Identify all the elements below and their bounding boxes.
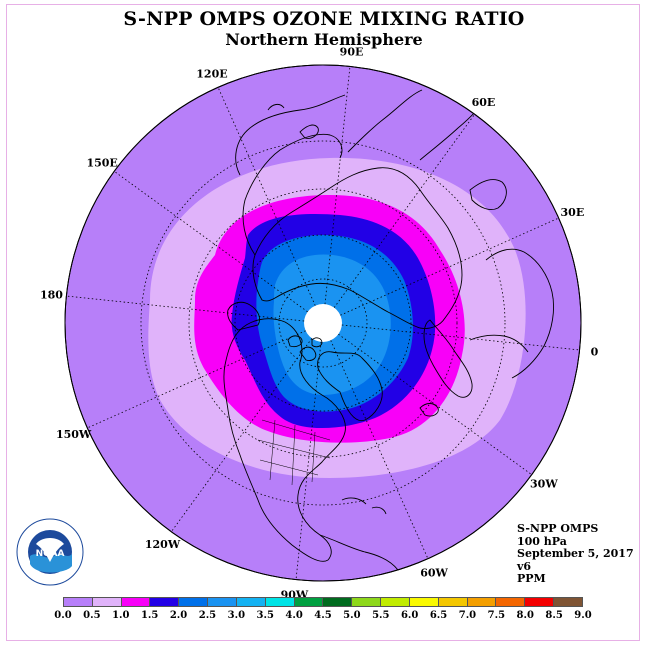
coast-asia-east — [235, 94, 346, 176]
coastlines — [223, 89, 555, 581]
longitude-label: 120E — [196, 68, 227, 81]
coast-greenland — [317, 351, 383, 422]
longitude-label: 150W — [56, 428, 92, 441]
coast-japan — [299, 124, 319, 139]
colorbar-tick-label: 5.5 — [372, 610, 390, 621]
colorbar-tick-label: 9.0 — [574, 610, 592, 621]
longitude-label: 60W — [420, 566, 448, 579]
info-date: September 5, 2017 — [517, 547, 634, 560]
info-version: v6 — [517, 559, 532, 573]
colorbar-swatch — [381, 598, 410, 606]
colorbar-tick-label: 8.5 — [545, 610, 563, 621]
colorbar-tick-label: 2.5 — [198, 610, 217, 621]
coast-iceland — [419, 403, 439, 417]
longitude-label: 60E — [472, 96, 496, 109]
coast-caribbean — [341, 497, 387, 515]
longitude-label: 30W — [530, 477, 558, 490]
longitude-label: 180 — [40, 288, 63, 301]
coast-central-america — [319, 534, 399, 571]
info-units: PPM — [517, 572, 546, 585]
longitude-label: 0 — [591, 346, 599, 359]
noaa-logo: NOAA — [16, 518, 84, 586]
colorbar-tick-label: 1.0 — [112, 610, 130, 621]
map-title: S-NPP OMPS OZONE MIXING RATIO — [123, 8, 525, 30]
colorbar-tick-label: 4.0 — [285, 610, 303, 621]
coast-mediterranean — [469, 334, 529, 353]
map-info: S-NPP OMPS 100 hPa September 5, 2017 v6 … — [517, 522, 634, 586]
colorbar-swatch — [265, 598, 295, 606]
coast-africa — [485, 248, 555, 379]
colorbar-tick-label: 4.5 — [314, 610, 332, 621]
colorbar-swatch — [294, 598, 324, 606]
colorbar-swatch — [150, 598, 180, 606]
colorbar-tick-label: 0.5 — [83, 610, 101, 621]
colorbar-swatch — [323, 598, 353, 606]
colorbar-swatch — [179, 598, 209, 606]
colorbar-swatch — [438, 598, 468, 606]
colorbar-swatch — [409, 598, 439, 606]
colorbar-swatch — [92, 598, 122, 606]
colorbar-swatch — [525, 598, 555, 606]
longitude-label: 150E — [86, 157, 117, 170]
colorbar-ticks: 0.0 0.5 1.0 1.5 2.0 2.5 3.0 3.5 4.0 4.5 5.0 5.5 6.0 6… — [54, 610, 591, 624]
coast-europe — [423, 319, 473, 398]
colorbar-tick-label: 1.5 — [140, 610, 159, 621]
colorbar-swatch — [64, 598, 93, 606]
coast-china — [347, 89, 423, 153]
colorbar-tick-label: 7.5 — [487, 610, 506, 621]
colorbar-swatch — [352, 598, 382, 606]
colorbar-tick-label: 2.0 — [169, 610, 188, 621]
latitude-grid — [140, 140, 506, 506]
colorbar-tick-label: 7.0 — [458, 610, 477, 621]
colorbar-swatch — [236, 598, 266, 606]
coast-philippines — [267, 103, 285, 111]
map-subtitle: Northern Hemisphere — [225, 30, 423, 49]
figure-frame — [6, 4, 640, 641]
colorbar-tick-label: 5.0 — [343, 610, 361, 621]
pole-no-data — [304, 304, 342, 342]
colorbar-tick-label: 0.0 — [54, 610, 72, 621]
colorbar-tick-label: 8.0 — [516, 610, 534, 621]
coast-arctic-islands — [287, 335, 323, 361]
longitude-label: 30E — [561, 206, 585, 219]
colorbar-tick-label: 3.5 — [256, 610, 274, 621]
colorbar-swatch — [496, 598, 526, 606]
coast-arabia — [469, 179, 507, 211]
colorbar-tick-label: 6.0 — [400, 610, 419, 621]
info-instrument: S-NPP OMPS — [517, 522, 599, 535]
info-level: 100 hPa — [517, 534, 567, 548]
colorbar-tick-label: 3.0 — [227, 610, 246, 621]
coast-alaska — [227, 301, 261, 331]
coast-eurasia — [252, 167, 463, 329]
colorbar — [63, 597, 583, 607]
colorbar-swatch — [208, 598, 237, 606]
longitude-label: 90E — [340, 45, 364, 58]
logo-text: NOAA — [36, 549, 65, 559]
us-state-lines — [257, 419, 331, 486]
colorbar-swatch — [554, 598, 582, 606]
colorbar-swatch — [467, 598, 497, 606]
colorbar-swatch — [121, 598, 151, 606]
colorbar-tick-label: 6.5 — [429, 610, 448, 621]
longitude-label: 120W — [145, 538, 181, 551]
coast-asia-north — [242, 133, 343, 256]
